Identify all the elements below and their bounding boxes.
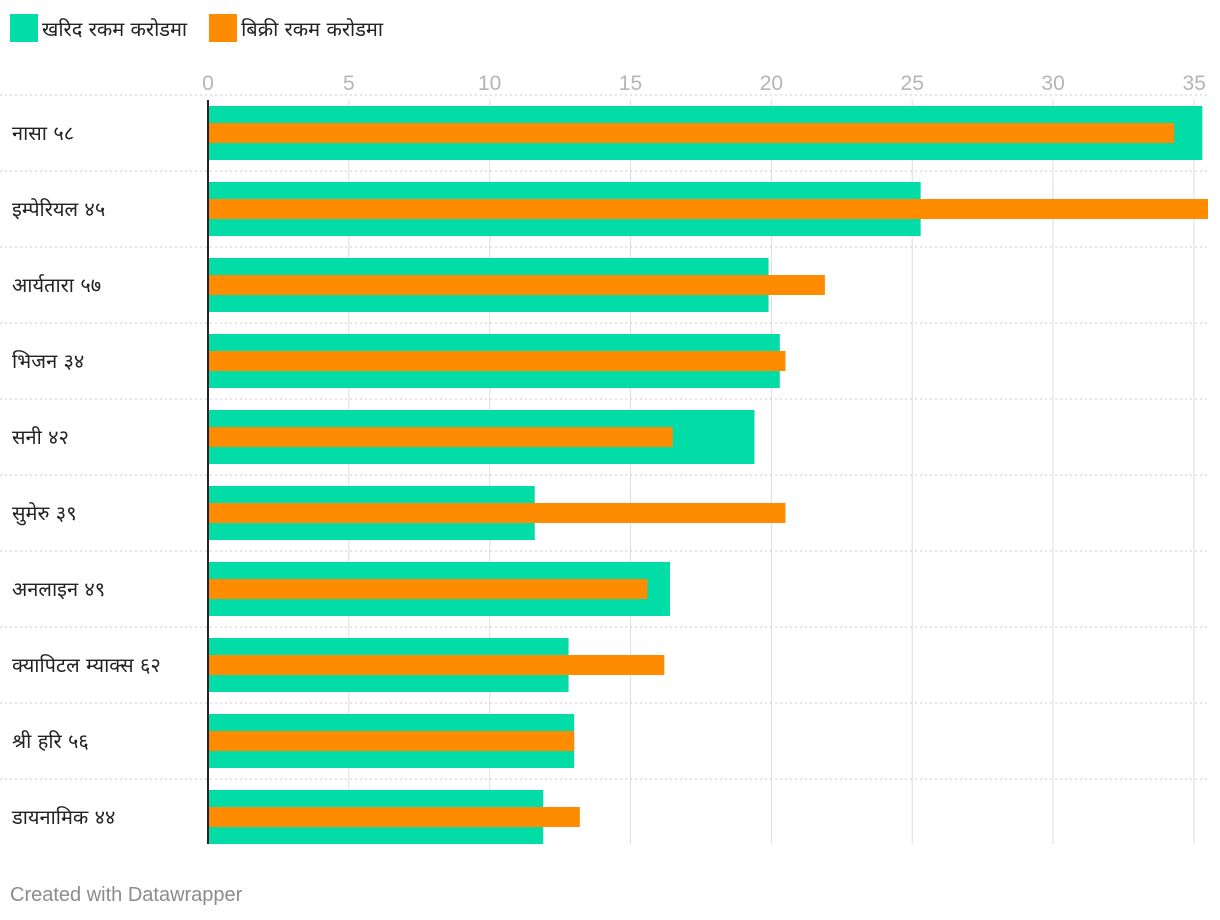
- bar-sales: [208, 199, 1208, 219]
- bar-sales: [208, 503, 786, 523]
- category-label: आर्यतारा ५७: [12, 273, 101, 297]
- bar-sales: [208, 123, 1175, 143]
- legend-item-purchase: खरिद रकम करोडमा: [10, 14, 187, 42]
- category-label: क्यापिटल म्याक्स ६२: [12, 653, 161, 677]
- bar-sales: [208, 275, 825, 295]
- category-label: श्री हरि ५६: [12, 729, 89, 753]
- bar-sales: [208, 427, 673, 447]
- x-tick-label: 0: [202, 72, 214, 95]
- x-tick-label: 15: [619, 72, 642, 95]
- x-tick-label: 35: [1183, 72, 1206, 95]
- x-tick-label: 30: [1041, 72, 1064, 95]
- category-label: सुमेरु ३९: [12, 501, 77, 526]
- legend: खरिद रकम करोडमा बिक्री रकम करोडमा: [10, 13, 405, 43]
- category-label: नासा ५८: [12, 121, 74, 145]
- legend-item-sales: बिक्री रकम करोडमा: [209, 14, 383, 42]
- bar-sales: [208, 807, 580, 827]
- category-label: डायनामिक ४४: [11, 805, 115, 829]
- footer-credit: Created with Datawrapper: [10, 884, 243, 906]
- category-label: इम्पेरियल ४५: [12, 197, 105, 221]
- category-label: सनी ४२: [12, 425, 69, 449]
- x-tick-label: 10: [478, 72, 501, 95]
- legend-swatch-sales: [209, 14, 238, 42]
- bar-sales: [208, 731, 575, 751]
- x-tick-label: 20: [760, 72, 783, 95]
- legend-swatch-purchase: [10, 14, 38, 42]
- bar-sales: [208, 655, 665, 675]
- bar-chart: 0 5 10 15 20 25 30 35 नासा ५८ इम्पेरियल ४५ आर्यतार…: [0, 72, 1210, 844]
- legend-label-sales: बिक्री रकम करोडमा: [241, 16, 384, 41]
- category-label: अनलाइन ४९: [12, 577, 105, 601]
- category-label: भिजन ३४: [12, 349, 84, 373]
- bar-sales: [208, 579, 648, 599]
- legend-label-purchase: खरिद रकम करोडमा: [42, 16, 188, 41]
- x-tick-label: 25: [901, 72, 924, 95]
- bar-sales: [208, 351, 786, 371]
- x-tick-label: 5: [343, 72, 355, 95]
